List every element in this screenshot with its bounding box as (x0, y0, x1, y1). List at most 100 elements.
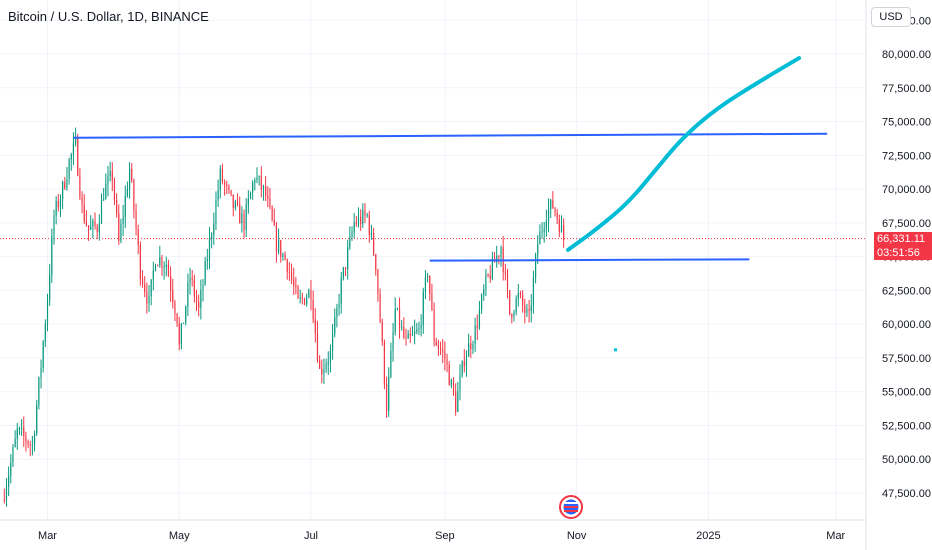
candle-up (163, 266, 165, 268)
candle-down (405, 337, 407, 339)
candle-up (483, 289, 485, 296)
candle-up (72, 143, 75, 155)
candle-up (33, 433, 36, 445)
time-tick-label: Mar (38, 530, 57, 542)
candle-down (170, 276, 172, 291)
candle-down (236, 201, 239, 205)
candle-down (554, 207, 556, 213)
candle-up (165, 264, 167, 267)
candle-up (526, 308, 528, 313)
projection-dot (613, 348, 617, 352)
candle-up (62, 181, 64, 200)
candle-up (362, 210, 364, 225)
candle-down (141, 279, 144, 285)
candle-down (303, 298, 306, 305)
candle-up (485, 274, 487, 290)
candle-up (457, 391, 459, 412)
candle-down (265, 186, 267, 196)
candle-down (360, 216, 362, 225)
candle-up (126, 189, 129, 197)
candle-up (422, 291, 424, 325)
candle-down (316, 332, 319, 361)
candle-down (85, 221, 87, 226)
candle-down (139, 245, 141, 280)
candle-up (38, 377, 40, 406)
time-tick-label: Nov (567, 530, 587, 542)
candle-up (480, 295, 483, 310)
candle-up (213, 223, 215, 236)
candle-up (327, 362, 329, 365)
price-tick-label: 52,500.00 (882, 420, 931, 432)
candle-up (59, 199, 62, 208)
candle-up (206, 259, 208, 262)
candle-up (200, 289, 202, 308)
candle-down (267, 195, 269, 199)
candle-down (146, 292, 148, 304)
candle-down (506, 272, 509, 291)
bar-countdown: 03:51:56 (877, 246, 920, 259)
candle-up (392, 331, 394, 351)
candle-down (137, 229, 139, 246)
currency-button[interactable]: USD (871, 7, 911, 27)
candle-down (284, 254, 286, 260)
candle-down (312, 299, 314, 320)
candle-up (534, 254, 537, 278)
candle-down (463, 361, 465, 367)
candle-down (57, 201, 59, 208)
candle-up (53, 215, 55, 237)
candle-down (135, 210, 137, 230)
candle-up (334, 316, 336, 334)
price-axis: 47,500.00 50,000.00 52,500.00 55,000.00 57,5… (882, 15, 931, 500)
candle-up (532, 277, 535, 306)
news-flag-icon[interactable] (559, 495, 583, 519)
candle-up (414, 331, 416, 335)
time-axis: Mar May Jul Sep Nov 2025 Mar (38, 530, 846, 542)
candle-up (459, 375, 461, 392)
candle-down (290, 272, 293, 280)
candle-down (174, 302, 176, 314)
candle-up (18, 428, 21, 430)
candle-up (262, 186, 265, 190)
candle-down (314, 319, 316, 333)
candle-down (448, 364, 450, 386)
price-tick-label: 80,000.00 (882, 49, 931, 61)
candle-down (344, 267, 347, 270)
candle-down (228, 185, 230, 191)
candle-up (349, 236, 351, 248)
candle-up (336, 307, 338, 317)
candle-up (252, 182, 254, 193)
candle-down (286, 259, 288, 272)
price-tick-label: 70,000.00 (882, 184, 931, 196)
candle-down (273, 220, 275, 226)
candle-down (116, 200, 118, 214)
price-tick-label: 60,000.00 (882, 319, 931, 331)
candle-up (416, 329, 418, 332)
candle-up (204, 261, 206, 285)
candle-up (46, 300, 49, 324)
candle-down (398, 308, 401, 328)
candle-up (247, 198, 249, 205)
candle-up (182, 322, 185, 324)
time-tick-label: Sep (435, 530, 455, 542)
candle-up (90, 226, 92, 230)
candle-down (226, 184, 228, 186)
candle-down (64, 181, 66, 189)
candle-up (109, 171, 111, 177)
candle-down (3, 499, 5, 501)
candle-up (5, 486, 8, 501)
candle-down (452, 379, 455, 393)
candle-down (29, 444, 31, 446)
candle-up (357, 216, 360, 224)
candle-up (31, 444, 33, 446)
candle-up (547, 208, 550, 222)
candle-up (100, 199, 103, 224)
candle-down (191, 278, 193, 280)
candle-up (347, 247, 349, 270)
candle-up (472, 344, 474, 350)
candle-up (500, 247, 502, 257)
candle-up (256, 177, 258, 181)
candle-up (124, 196, 126, 217)
candle-down (79, 175, 81, 198)
candle-up (541, 231, 543, 233)
